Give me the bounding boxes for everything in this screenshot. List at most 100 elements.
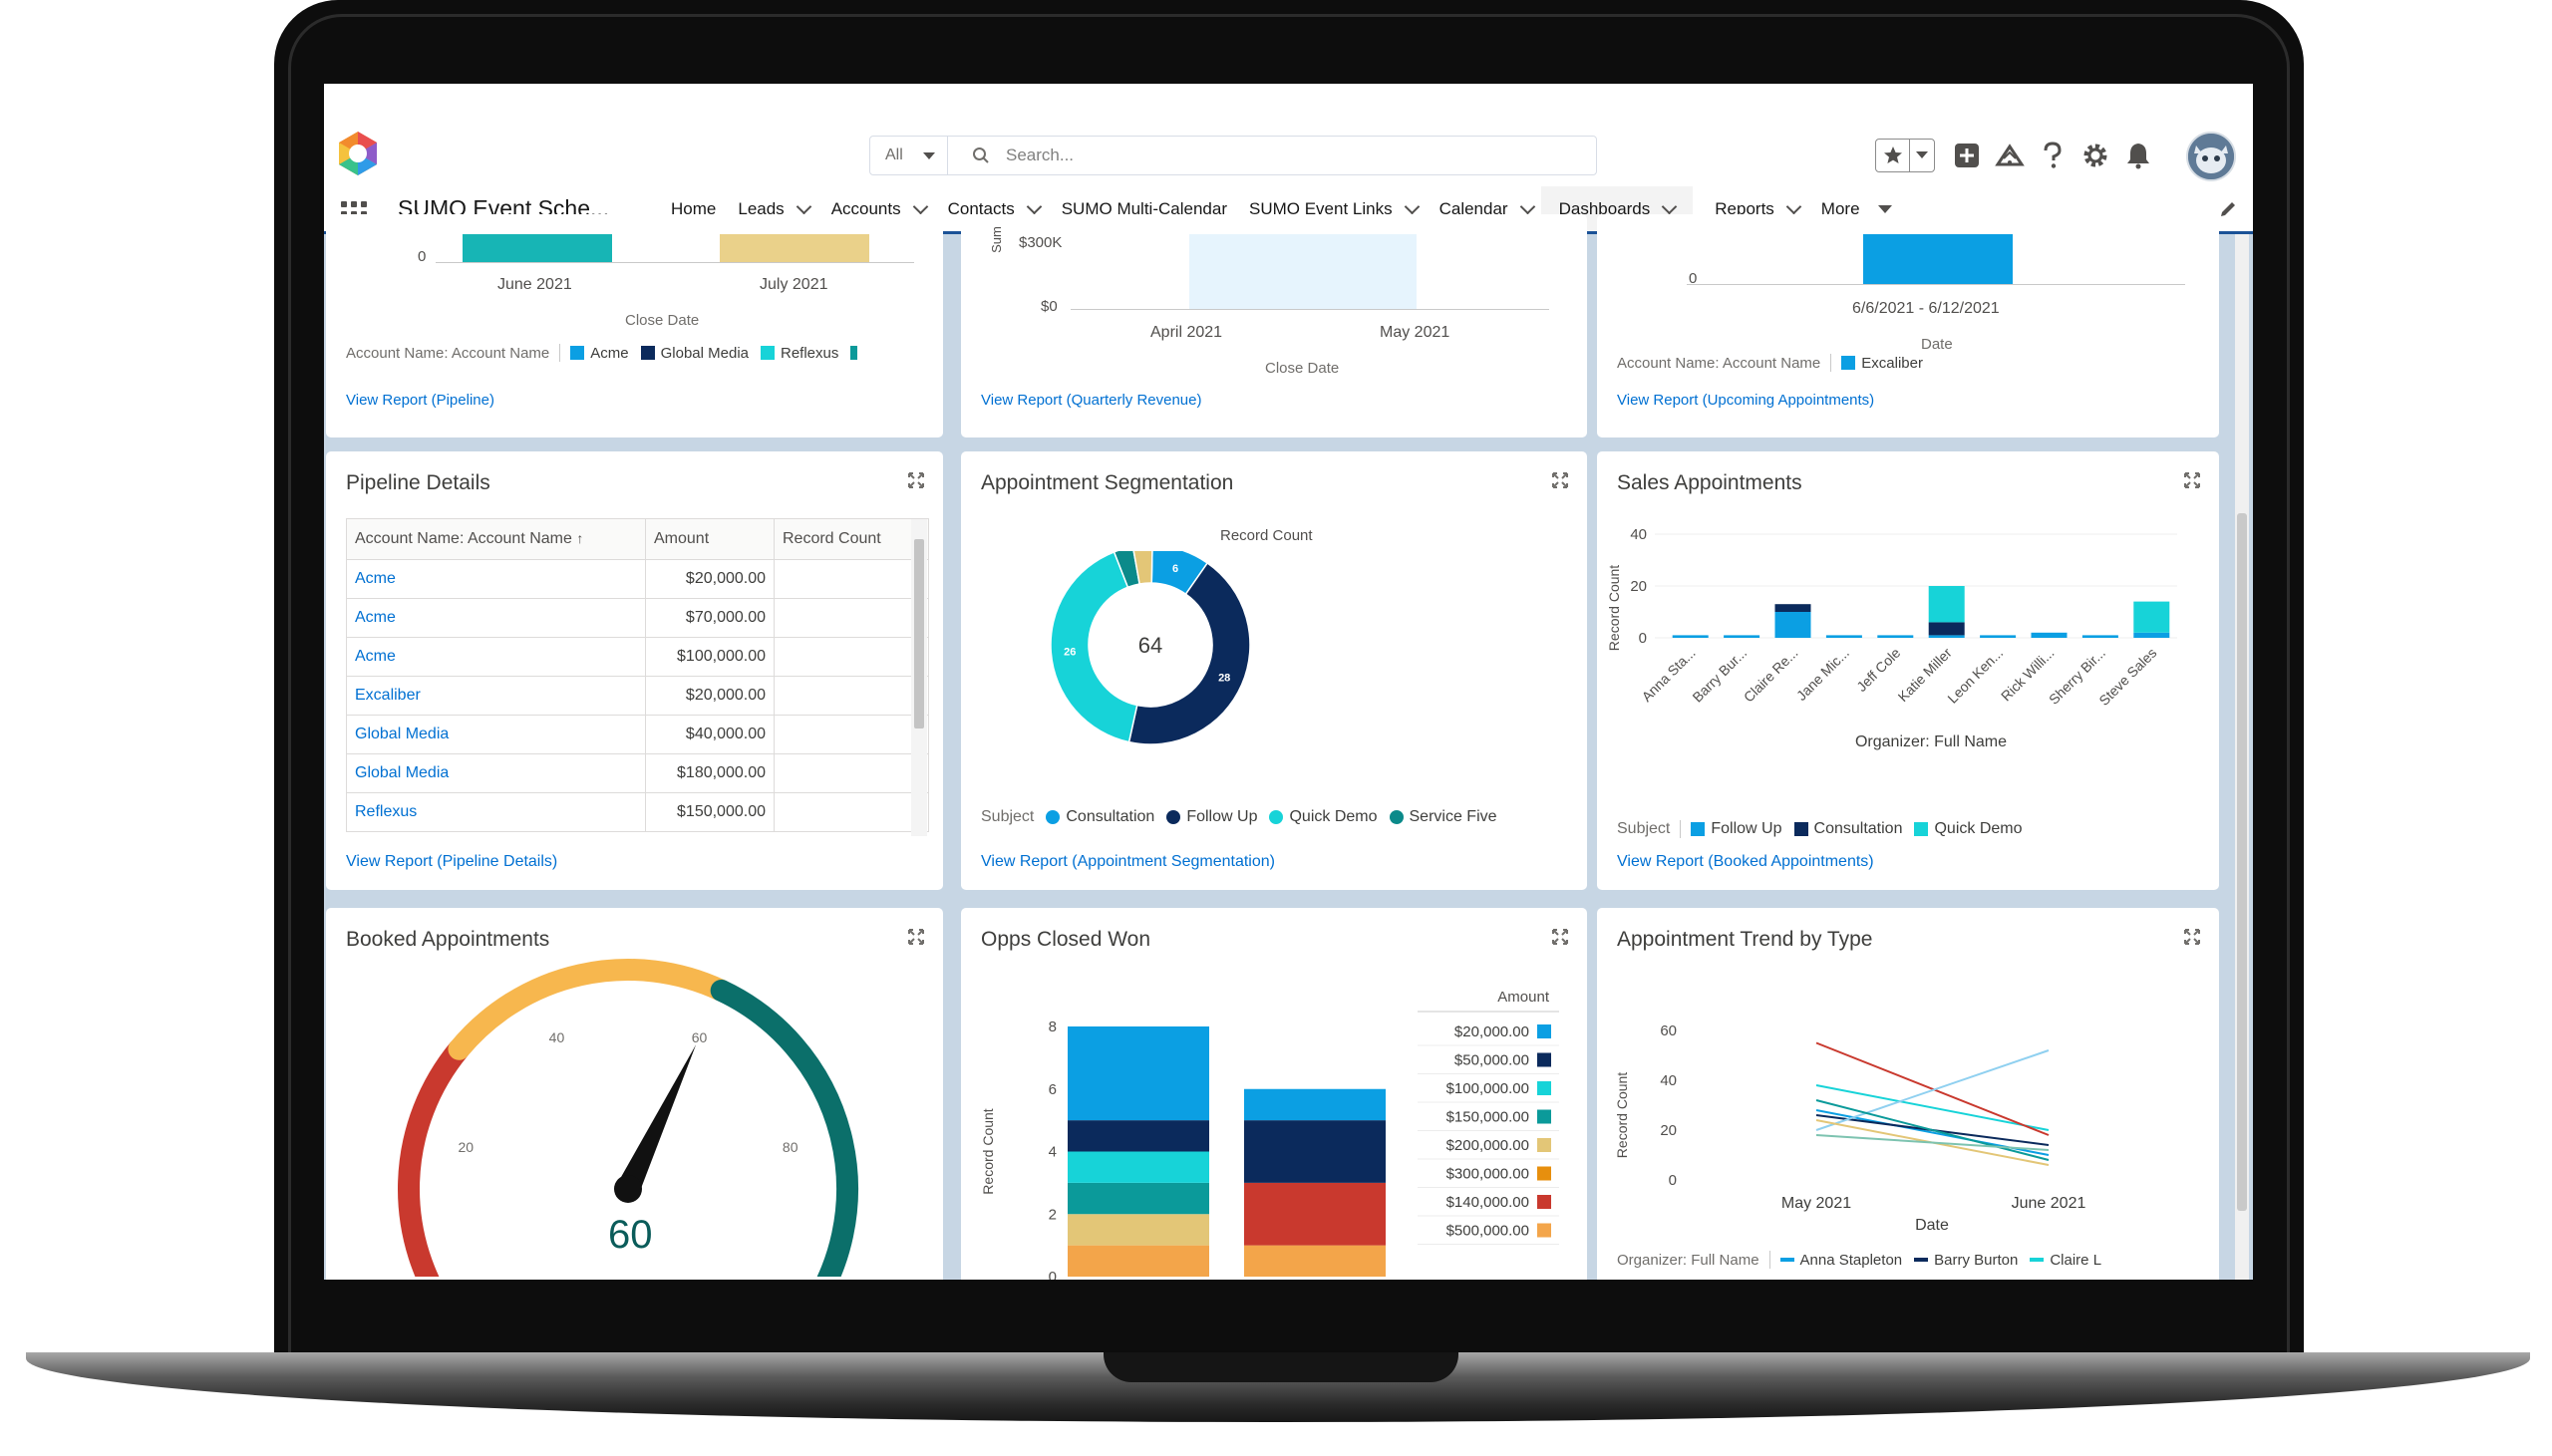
expand-icon[interactable] [907,928,925,946]
nav-tab-calendar[interactable]: Calendar [1439,186,1535,231]
global-search[interactable]: All Search... [869,136,1597,175]
trailhead-icon[interactable] [1992,138,2028,173]
user-avatar[interactable] [2186,132,2236,181]
nav-tab-leads[interactable]: Leads [738,186,811,231]
bar-segment[interactable] [2031,632,2068,638]
view-report-link[interactable]: View Report (Upcoming Appointments) [1617,392,1875,409]
bar-segment[interactable] [2133,632,2170,638]
nav-tab-sumo-multi-calendar[interactable]: SUMO Multi-Calendar [1062,186,1227,231]
caret-down-icon[interactable] [1877,204,1892,213]
bar-segment[interactable] [1774,604,1811,612]
bar-segment[interactable] [2133,601,2170,633]
chevron-down-icon[interactable] [1026,198,1042,214]
column-header-amount[interactable]: Amount [645,518,775,560]
bar-segment[interactable] [1724,635,1760,638]
view-report-link[interactable]: View Report (Pipeline Details) [346,853,558,870]
bar-segment[interactable] [1244,1088,1386,1121]
bar-segment[interactable] [1244,1120,1386,1183]
chevron-down-icon[interactable] [1661,198,1678,214]
chevron-down-icon[interactable] [796,198,811,214]
nav-tab-home[interactable]: Home [671,186,716,231]
bar-segment[interactable] [1928,635,1965,638]
favorites-button[interactable] [1875,139,1935,172]
bar-segment[interactable] [1672,635,1709,638]
bar-segment[interactable] [1774,612,1811,638]
legend-item[interactable]: Claire L [2030,1252,2101,1269]
bar-segment[interactable] [1928,586,1965,623]
chevron-down-icon[interactable] [1519,198,1535,214]
search-input[interactable]: Search... [1006,146,1075,164]
legend-item[interactable]: Anna Stapleton [1779,1252,1902,1269]
account-link[interactable]: Acme [346,598,646,638]
trend-line[interactable] [1815,1084,2050,1131]
legend-item[interactable]: Follow Up [1166,808,1257,826]
bar-segment[interactable] [1877,635,1914,638]
bar-segment[interactable] [1068,1026,1209,1121]
donut-slice[interactable] [1127,561,1251,745]
legend-item[interactable]: Barry Burton [1914,1252,2018,1269]
bar-segment[interactable] [1068,1120,1209,1152]
legend-item[interactable]: Follow Up [1691,820,1782,838]
favorites-dropdown-icon[interactable] [1910,140,1934,171]
nav-tab-accounts[interactable]: Accounts [831,186,928,231]
notifications-bell-icon[interactable] [2120,138,2156,173]
trend-line[interactable] [1815,1049,2050,1131]
donut-slice[interactable] [1132,551,1153,585]
amount-cell: $20,000.00 [645,676,775,716]
view-report-link[interactable]: View Report (Appointment Segmentation) [981,853,1275,870]
page-scrollbar-thumb[interactable] [2237,513,2247,1211]
expand-icon[interactable] [2183,928,2201,946]
y-tick-zero: 0 [418,248,427,265]
legend-item[interactable]: Consultation [1046,808,1154,826]
search-scope-select[interactable]: All [870,137,948,174]
arrow-up-icon[interactable]: ↑ [576,530,584,546]
chevron-down-icon[interactable] [1785,198,1802,214]
star-icon[interactable] [1876,140,1910,171]
expand-icon[interactable] [907,471,925,489]
gear-icon[interactable] [2077,138,2113,173]
bar-segment[interactable] [1068,1182,1209,1215]
slice-label: 28 [1218,672,1230,684]
expand-icon[interactable] [1551,928,1569,946]
nav-tab-sumo-event-links[interactable]: SUMO Event Links [1249,186,1420,231]
account-link[interactable]: Excaliber [346,676,646,716]
legend-item[interactable]: Quick Demo [1269,808,1378,826]
nav-tab-reports[interactable]: Reports [1715,186,1802,231]
account-link[interactable]: Global Media [346,715,646,754]
bar-segment[interactable] [2081,635,2118,638]
global-actions-icon[interactable] [1949,138,1985,173]
legend-item[interactable]: Quick Demo [1914,820,2023,838]
nav-tab-contacts[interactable]: Contacts [948,186,1042,231]
trend-line[interactable] [1815,1099,2050,1161]
expand-icon[interactable] [1551,471,1569,489]
column-header-record-count[interactable]: Record Count [774,518,929,560]
bar-segment[interactable] [1825,635,1862,638]
bar-segment[interactable] [1068,1151,1209,1183]
account-link[interactable]: Acme [346,559,646,599]
bar-segment[interactable] [1068,1245,1209,1277]
donut-slice[interactable] [1050,551,1138,743]
account-link[interactable]: Acme [346,637,646,677]
bar-segment[interactable] [1244,1245,1386,1277]
chevron-down-icon[interactable] [912,198,928,214]
account-link[interactable]: Global Media [346,753,646,793]
legend-item[interactable]: Service Five [1389,808,1497,826]
expand-icon[interactable] [2183,471,2201,489]
bar-segment[interactable] [1068,1214,1209,1246]
view-report-link[interactable]: View Report (Quarterly Revenue) [981,392,1202,409]
edit-nav-pencil-icon[interactable] [2219,200,2237,218]
account-link[interactable]: Reflexus [346,792,646,832]
trend-line[interactable] [1815,1041,2050,1136]
trend-line[interactable] [1815,1134,2050,1151]
bar-segment[interactable] [1928,622,1965,636]
nav-tab-more[interactable]: More [1821,186,1892,231]
help-icon[interactable] [2035,138,2071,173]
table-scrollbar-thumb[interactable] [914,539,924,728]
bar-segment[interactable] [1244,1182,1386,1246]
view-report-link[interactable]: View Report (Booked Appointments) [1617,853,1874,870]
view-report-link[interactable]: View Report (Pipeline) [346,392,494,409]
chevron-down-icon[interactable] [1404,198,1420,214]
column-header-account[interactable]: Account Name: Account Name ↑ [346,518,646,560]
legend-item[interactable]: Consultation [1793,820,1902,838]
bar-segment[interactable] [1980,635,2017,638]
